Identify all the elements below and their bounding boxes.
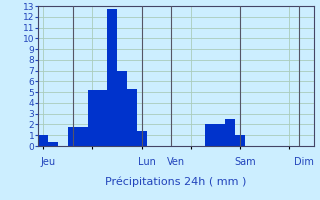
Bar [127,89,137,146]
Text: Lun: Lun [138,157,156,167]
Text: Précipitations 24h ( mm ): Précipitations 24h ( mm ) [105,177,247,187]
Bar [117,71,127,146]
Bar [97,90,107,146]
Bar [78,127,88,146]
Text: Sam: Sam [234,157,256,167]
Bar [48,142,58,146]
Text: Jeu: Jeu [41,157,56,167]
Bar [137,131,147,146]
Bar [225,119,235,146]
Bar [107,9,117,146]
Bar [68,127,78,146]
Text: Dim: Dim [294,157,314,167]
Bar [88,90,97,146]
Text: Ven: Ven [167,157,185,167]
Bar [205,124,215,146]
Bar [235,135,245,146]
Bar [38,135,48,146]
Bar [215,124,225,146]
